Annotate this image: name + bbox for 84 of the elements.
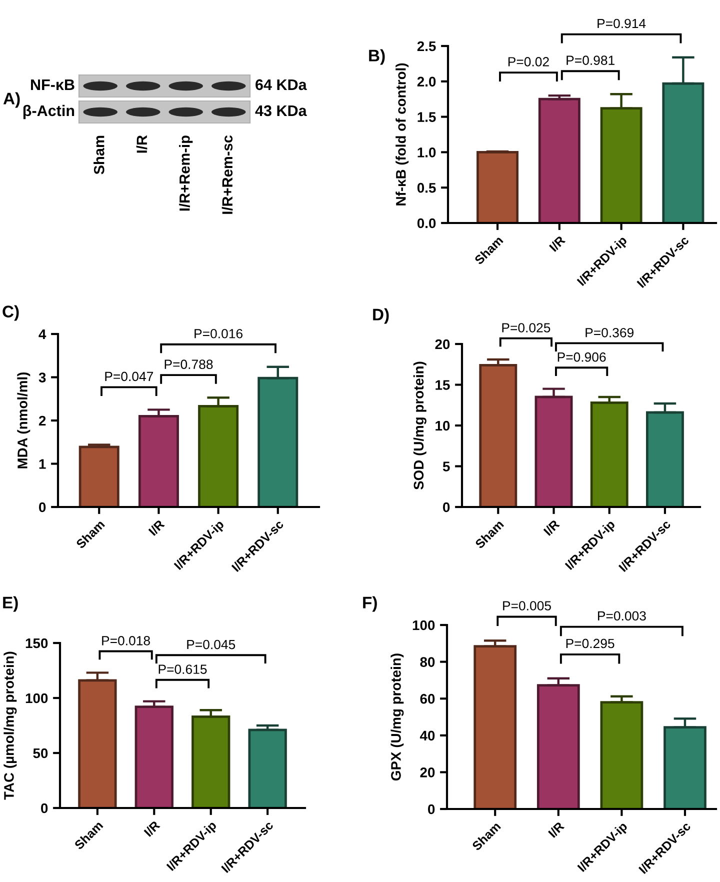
x-tick-label: I/R: [143, 820, 161, 838]
annotation: P=0.981: [566, 56, 614, 65]
y-tick-label: 1.5: [418, 112, 436, 122]
text: A): [3, 92, 20, 108]
bar: [78, 446, 120, 507]
y-tick-label: 100: [412, 620, 435, 630]
bar: [248, 728, 287, 808]
bar: [538, 98, 580, 223]
text: P=0.369: [586, 328, 634, 338]
bar: [664, 726, 706, 809]
y-tick-label: 10: [436, 420, 450, 431]
text: P=0.914: [598, 18, 646, 28]
annotation: P=0.615: [158, 664, 207, 674]
bar: [600, 701, 644, 809]
y-axis-title: GPX (U/mg protein): [390, 654, 404, 780]
y-tick-label: 20: [435, 339, 450, 350]
chart-title: B): [369, 49, 385, 65]
bar: [134, 706, 174, 808]
y-tick-label: 0.0: [417, 218, 436, 228]
y-tick-label: 100: [26, 693, 48, 704]
bar: [536, 684, 580, 809]
annotation: P=0.018: [102, 636, 150, 646]
annotation: P=0.906: [558, 352, 606, 362]
bar: [198, 405, 239, 507]
y-tick-label: 1.0: [418, 148, 436, 158]
x-tick-label: I/R: [543, 518, 560, 536]
category-label: Sham: [94, 136, 104, 174]
y-tick-label: 50: [33, 748, 48, 758]
category-label: NF-κB: [31, 79, 74, 90]
y-tick-label: 2.0: [417, 76, 436, 87]
y-tick-label: 40: [420, 730, 435, 741]
bar: [474, 645, 517, 809]
bar: [192, 716, 230, 808]
bar: [138, 414, 179, 507]
category-label: I/R+Rem-ip: [179, 136, 193, 211]
y-tick-label: 3: [38, 372, 46, 382]
y-tick-label: 2: [38, 416, 46, 426]
y-tick-label: 0: [41, 803, 48, 814]
bar: [476, 151, 518, 223]
y-tick-label: 150: [26, 638, 48, 648]
y-tick-label: 4: [38, 329, 46, 340]
annotation: P=0.045: [187, 640, 236, 650]
annotation: P=0.016: [194, 328, 242, 338]
y-tick-label: 2.5: [417, 41, 436, 52]
y-axis-title: SOD (U/mg protein): [413, 362, 426, 490]
x-tick-label: I/R: [548, 820, 565, 838]
y-tick-label: 5: [442, 462, 450, 472]
bar: [479, 364, 518, 507]
y-axis-title: Nf-κB (fold of control): [396, 63, 409, 206]
bar: [662, 82, 704, 223]
y-tick-label: 0: [39, 502, 46, 512]
y-tick-label: 0: [443, 502, 450, 512]
y-tick-label: 0: [428, 804, 435, 814]
bar: [590, 402, 628, 507]
bar: [600, 107, 642, 223]
annotation: P=0.295: [566, 638, 614, 648]
y-tick-label: 20: [420, 768, 435, 778]
text: P=0.005: [503, 601, 551, 610]
chart-title: D): [373, 308, 389, 324]
chart-title: F): [363, 596, 377, 612]
annotation: P=0.788: [164, 360, 213, 370]
annotation: P=0.02: [508, 57, 549, 66]
annotation: P=0.047: [105, 372, 154, 382]
y-tick-label: 0.5: [417, 182, 436, 193]
bar: [534, 396, 573, 507]
text: P=0.025: [502, 323, 550, 332]
y-axis-title: TAC (µmol/mg protein): [4, 652, 17, 800]
y-axis-title: MDA (nmol/ml): [17, 372, 30, 468]
text: P=0.003: [598, 611, 646, 621]
category-label: 64 KDa: [256, 79, 307, 90]
y-tick-label: 60: [420, 694, 435, 704]
chart-title: C): [2, 305, 19, 321]
bar: [646, 411, 684, 507]
y-tick-label: 80: [420, 657, 435, 667]
y-tick-label: 1: [39, 459, 46, 469]
y-tick-label: 15: [436, 380, 450, 390]
category-label: I/R+Rem-sc: [222, 135, 233, 214]
category-label: β-Actin: [23, 104, 74, 120]
category-label: I/R: [136, 135, 148, 153]
bar: [258, 376, 298, 507]
x-tick-label: I/R: [548, 234, 566, 252]
chart-title: E): [3, 596, 18, 612]
category-label: 43 KDa: [255, 105, 307, 116]
x-tick-label: I/R: [148, 518, 166, 536]
